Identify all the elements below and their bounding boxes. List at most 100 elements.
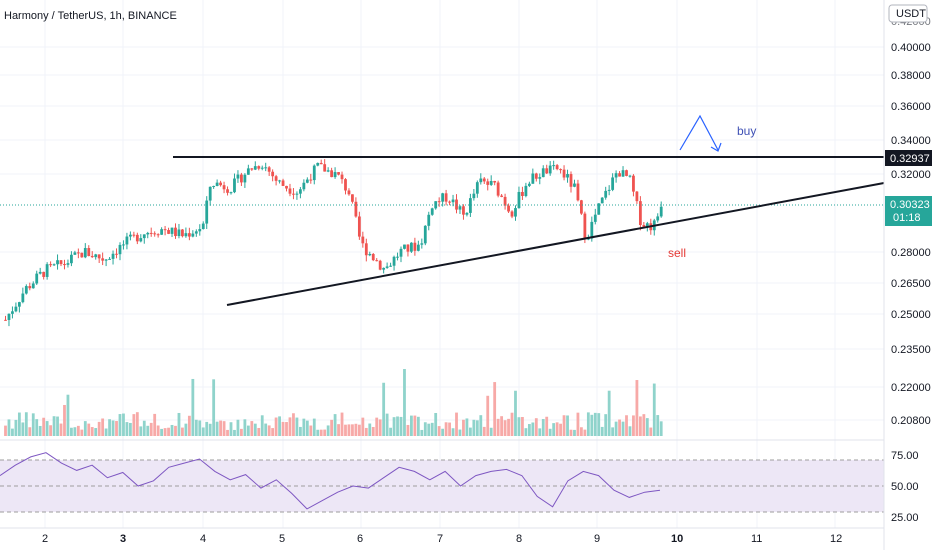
volume-bar	[24, 412, 28, 436]
volume-bar	[80, 429, 84, 436]
volume-bar	[87, 423, 91, 436]
volume-bar	[181, 427, 184, 436]
candle-body	[625, 170, 628, 176]
volume-bar	[590, 414, 594, 436]
candle-body	[559, 169, 562, 171]
volume-bar	[475, 420, 479, 436]
candle-body	[604, 190, 608, 198]
candle-body	[260, 167, 264, 169]
volume-bar	[333, 414, 337, 436]
volume-bar	[527, 424, 531, 436]
rsi-line	[0, 452, 661, 510]
candle-body	[344, 179, 347, 191]
candle-body	[493, 180, 497, 183]
volume-bar	[326, 425, 330, 436]
candle-body	[236, 174, 240, 179]
volume-bar	[472, 419, 476, 436]
candle-body	[548, 165, 552, 174]
candle-body	[104, 259, 108, 261]
candle-body	[600, 197, 604, 204]
candle-body	[31, 283, 35, 289]
volume-bar	[531, 422, 535, 436]
candle-body	[645, 223, 649, 227]
candle-body	[437, 201, 441, 203]
support-trendline[interactable]	[226, 182, 885, 306]
time-axis[interactable]: 2 3 4 5 6 7 8 9 10 11 12	[42, 533, 842, 545]
volume-bar	[406, 424, 410, 436]
candle-body	[538, 177, 542, 179]
volume-bar	[517, 417, 521, 436]
volume-bar	[139, 426, 143, 436]
volume-bar	[201, 427, 205, 436]
buy-arrowhead-icon	[710, 142, 722, 152]
candle-body	[115, 253, 118, 255]
volume-bar	[295, 417, 299, 436]
candle-body	[149, 232, 153, 234]
volume-bar	[163, 428, 167, 436]
volume-bar	[493, 382, 497, 436]
volume-bar	[250, 421, 254, 436]
volume-bar	[392, 417, 396, 436]
candle-body	[357, 216, 361, 237]
buy-arrow-drawing[interactable]	[679, 114, 719, 151]
volume-bar	[548, 428, 552, 436]
currency-button[interactable]: USDT	[888, 4, 928, 23]
candle-body	[52, 264, 56, 266]
candle-body	[368, 254, 372, 256]
volume-bar	[31, 413, 35, 436]
candle-body	[416, 244, 420, 251]
last-price-tag: 0.30323 01:18	[885, 196, 932, 226]
candle-body	[628, 175, 632, 177]
candle-body	[90, 255, 94, 258]
volume-bar	[569, 429, 573, 436]
candle-body	[566, 174, 569, 178]
volume-bar	[215, 421, 219, 436]
sell-annotation[interactable]: sell	[668, 246, 686, 260]
volume-bar	[271, 428, 275, 436]
volume-bar	[448, 422, 451, 436]
candle-body	[583, 213, 587, 239]
candle-body	[11, 311, 14, 314]
volume-bar	[184, 423, 188, 436]
volume-bar	[562, 415, 566, 436]
volume-bar	[434, 412, 438, 436]
candle-body	[156, 234, 160, 236]
candle-body	[73, 252, 77, 255]
volume-bar	[122, 413, 125, 436]
candle-body	[177, 229, 181, 237]
candle-body	[305, 179, 309, 183]
volume-bar	[236, 419, 240, 436]
candle-body	[319, 162, 323, 165]
candle-body	[642, 225, 646, 227]
candle-body	[125, 236, 129, 245]
volume-bar	[576, 412, 580, 436]
candle-body	[250, 168, 254, 170]
volume-bar	[586, 412, 590, 436]
volume-bar	[278, 416, 281, 436]
volume-bar	[4, 425, 7, 436]
volume-bar	[142, 420, 146, 436]
volume-bar	[35, 419, 39, 436]
candle-body	[326, 170, 330, 172]
currency-label: USDT	[896, 8, 926, 20]
candle-body	[298, 189, 302, 194]
volume-bar	[323, 429, 327, 436]
volume-bar	[625, 415, 628, 436]
volume-bar	[437, 426, 441, 436]
candle-body	[142, 234, 146, 239]
candle-body	[465, 212, 469, 215]
volume-bar	[580, 427, 583, 436]
candle-body	[212, 185, 216, 187]
price-tick: 0.34000	[891, 135, 931, 147]
rsi-axis[interactable]: 75.00 50.00 25.00	[891, 450, 919, 524]
candle-body	[101, 258, 105, 261]
candle-body	[337, 172, 340, 175]
volume-bar	[420, 429, 424, 436]
volume-bar	[593, 412, 597, 436]
candle-body	[489, 180, 493, 185]
buy-annotation[interactable]: buy	[737, 124, 756, 138]
volume-bar	[97, 421, 101, 436]
time-tick: 11	[751, 533, 762, 545]
volume-bar	[63, 404, 66, 436]
